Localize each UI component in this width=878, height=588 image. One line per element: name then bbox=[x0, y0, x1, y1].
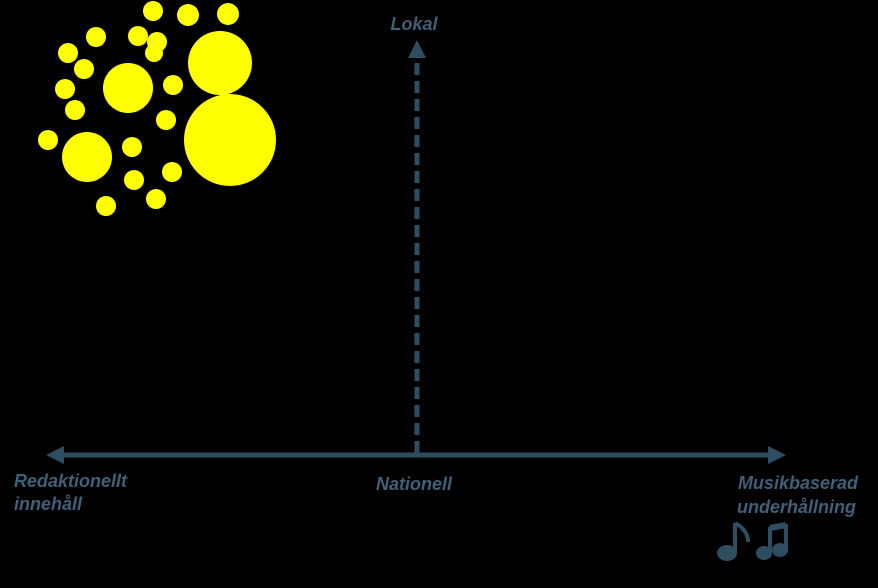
left-label: innehåll bbox=[14, 494, 83, 514]
note-flag bbox=[733, 521, 750, 543]
bubble bbox=[124, 170, 144, 190]
arrow-left bbox=[46, 446, 64, 464]
right-label: underhållning bbox=[737, 497, 856, 517]
bubble bbox=[188, 31, 252, 95]
bubble bbox=[38, 130, 58, 150]
arrow-up bbox=[408, 40, 426, 58]
arrow-right bbox=[768, 446, 786, 464]
bubble bbox=[96, 196, 116, 216]
bubble bbox=[62, 132, 112, 182]
bubble bbox=[58, 43, 78, 63]
bubble bbox=[55, 79, 75, 99]
bubble bbox=[74, 59, 94, 79]
bubble bbox=[177, 4, 199, 26]
bubble bbox=[122, 137, 142, 157]
bubble bbox=[143, 1, 163, 21]
bubble bbox=[65, 100, 85, 120]
left-label: Redaktionellt bbox=[14, 471, 128, 491]
bubble bbox=[162, 162, 182, 182]
bubble bbox=[145, 44, 163, 62]
center-label: Nationell bbox=[376, 474, 453, 494]
music-icons bbox=[717, 521, 788, 561]
bubble bbox=[103, 63, 153, 113]
top-label: Lokal bbox=[390, 14, 438, 34]
bubble bbox=[146, 189, 166, 209]
axes bbox=[46, 40, 786, 464]
bubble bbox=[163, 75, 183, 95]
bubble bbox=[128, 26, 148, 46]
bubble bbox=[217, 3, 239, 25]
bubbles bbox=[38, 1, 276, 216]
bubble bbox=[86, 27, 106, 47]
right-label: Musikbaserad bbox=[738, 473, 859, 493]
note-head bbox=[717, 545, 737, 561]
note-beam bbox=[769, 522, 787, 531]
bubble bbox=[184, 94, 276, 186]
bubble bbox=[156, 110, 176, 130]
